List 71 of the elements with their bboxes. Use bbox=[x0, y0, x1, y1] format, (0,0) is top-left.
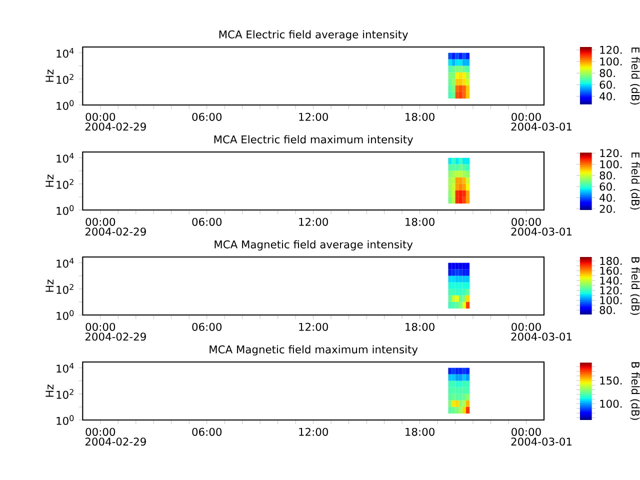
color-bar-title: B field (dB) bbox=[630, 257, 640, 315]
y-tick-label: 10$^{4}$ bbox=[56, 362, 74, 373]
y-tick-label: 10$^{4}$ bbox=[56, 258, 74, 268]
color-bar-label: 150. bbox=[600, 376, 622, 385]
color-bar-label: 180. bbox=[600, 256, 622, 265]
color-bar-label: 60. bbox=[600, 182, 615, 191]
color-bar-label: 80. bbox=[600, 171, 615, 180]
chart-title: MCA Magnetic field maximum intensity bbox=[210, 345, 418, 356]
y-tick-label: 10$^{2}$ bbox=[56, 74, 74, 84]
y-tick-label: 10$^{2}$ bbox=[56, 388, 74, 399]
y-tick-label: 10$^{0}$ bbox=[56, 415, 74, 425]
x-tick-label: 00:00 bbox=[512, 218, 541, 226]
y-tick-label: 10$^{2}$ bbox=[56, 178, 74, 189]
x-tick-label: 06:00 bbox=[192, 322, 222, 331]
text: 2004-03-01 bbox=[511, 438, 572, 446]
y-tick-label: 10$^{4}$ bbox=[56, 152, 74, 163]
color-bar-label: 100. bbox=[600, 400, 622, 408]
x-tick-label: 00:00 bbox=[512, 428, 541, 436]
color-bar-label: 80. bbox=[600, 69, 615, 78]
x-tick-label: 18:00 bbox=[406, 428, 434, 436]
chart-title: MCA Electric field maximum intensity bbox=[214, 135, 414, 146]
color-bar-label: 120. bbox=[600, 286, 622, 294]
x-tick-label: 00:00 bbox=[86, 218, 116, 226]
x-tick-label: 00:00 bbox=[512, 112, 541, 121]
x-tick-label: 00:00 bbox=[86, 428, 116, 436]
x-tick-label: 00:00 bbox=[86, 112, 116, 121]
x-tick-label: 00:00 bbox=[86, 322, 116, 331]
color-bar-label: 40. bbox=[600, 194, 615, 202]
x-tick-label: 18:00 bbox=[406, 322, 434, 331]
y-tick-label: 10$^{0}$ bbox=[56, 100, 74, 110]
text: 2004-02-29 bbox=[85, 228, 146, 236]
color-bar-label: 100. bbox=[600, 296, 622, 304]
color-bar-label: 120. bbox=[600, 46, 622, 54]
chart-title: MCA Electric field average intensity bbox=[219, 30, 408, 41]
chart-title: MCA Magnetic field average intensity bbox=[214, 240, 413, 251]
color-bar-title: B field (dB) bbox=[630, 362, 640, 420]
x-tick-label: 06:00 bbox=[192, 218, 222, 226]
color-bar-title: E field (dB) bbox=[630, 152, 640, 210]
color-bar-label: 100. bbox=[600, 57, 622, 66]
x-tick-label: 12:00 bbox=[299, 112, 328, 121]
color-bar-label: 20. bbox=[600, 204, 615, 213]
x-tick-label: 18:00 bbox=[406, 218, 434, 226]
x-tick-label: 12:00 bbox=[299, 218, 328, 226]
x-tick-label: 18:00 bbox=[406, 112, 434, 121]
text: 2004-02-29 bbox=[85, 122, 146, 131]
text: 2004-03-01 bbox=[511, 122, 572, 131]
color-bar-label: 60. bbox=[600, 80, 615, 89]
y-tick-label: 10$^{2}$ bbox=[56, 284, 74, 294]
y-axis-title: Hz bbox=[46, 70, 54, 82]
color-bar-label: 140. bbox=[600, 276, 622, 285]
x-tick-label: 06:00 bbox=[192, 428, 222, 436]
color-bar-label: 40. bbox=[600, 92, 615, 100]
x-tick-label: 12:00 bbox=[299, 428, 328, 436]
y-axis-title: Hz bbox=[46, 280, 54, 292]
text: 2004-02-29 bbox=[85, 438, 146, 446]
color-bar-label: 120. bbox=[600, 149, 622, 158]
x-tick-label: 06:00 bbox=[192, 112, 222, 121]
color-bar-label: 100. bbox=[600, 160, 622, 168]
x-tick-label: 12:00 bbox=[299, 322, 328, 331]
y-tick-label: 10$^{0}$ bbox=[56, 205, 74, 215]
text: 2004-02-29 bbox=[85, 332, 146, 341]
color-bar-title: E field (dB) bbox=[630, 48, 640, 105]
y-axis-title: Hz bbox=[46, 174, 54, 187]
y-tick-label: 10$^{4}$ bbox=[56, 48, 74, 58]
text: 2004-03-01 bbox=[511, 332, 572, 341]
y-tick-label: 10$^{0}$ bbox=[56, 310, 74, 320]
y-axis-title: Hz bbox=[46, 384, 54, 397]
color-bar-label: 80. bbox=[600, 306, 615, 314]
x-tick-label: 00:00 bbox=[512, 322, 541, 331]
color-bar-label: 160. bbox=[600, 266, 622, 275]
text: 2004-03-01 bbox=[511, 228, 572, 236]
